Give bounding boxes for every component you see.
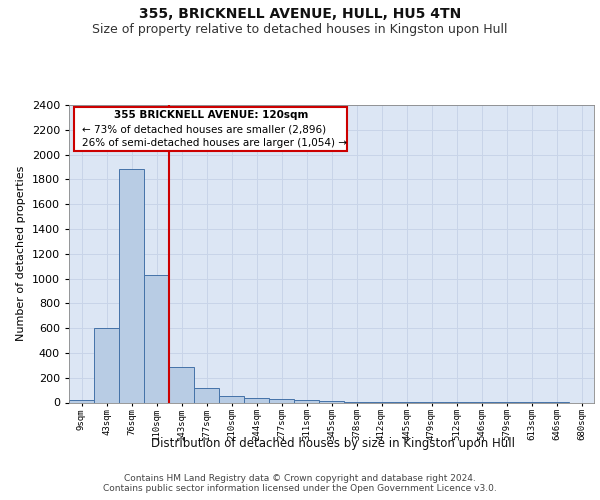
Y-axis label: Number of detached properties: Number of detached properties [16, 166, 26, 342]
FancyBboxPatch shape [74, 107, 347, 151]
Bar [269, 399, 294, 402]
Text: Contains HM Land Registry data © Crown copyright and database right 2024.: Contains HM Land Registry data © Crown c… [124, 474, 476, 483]
Bar [169, 366, 194, 402]
Bar [294, 400, 319, 402]
Bar [244, 398, 269, 402]
Text: Contains public sector information licensed under the Open Government Licence v3: Contains public sector information licen… [103, 484, 497, 493]
Bar [69, 400, 94, 402]
Text: 355 BRICKNELL AVENUE: 120sqm: 355 BRICKNELL AVENUE: 120sqm [113, 110, 308, 120]
Text: 26% of semi-detached houses are larger (1,054) →: 26% of semi-detached houses are larger (… [82, 138, 347, 148]
Text: 355, BRICKNELL AVENUE, HULL, HU5 4TN: 355, BRICKNELL AVENUE, HULL, HU5 4TN [139, 6, 461, 20]
Bar [119, 170, 144, 402]
Bar [219, 396, 244, 402]
Bar [194, 388, 219, 402]
Bar [144, 275, 169, 402]
Bar [94, 328, 119, 402]
Text: ← 73% of detached houses are smaller (2,896): ← 73% of detached houses are smaller (2,… [82, 124, 326, 134]
Text: Size of property relative to detached houses in Kingston upon Hull: Size of property relative to detached ho… [92, 22, 508, 36]
Text: Distribution of detached houses by size in Kingston upon Hull: Distribution of detached houses by size … [151, 438, 515, 450]
